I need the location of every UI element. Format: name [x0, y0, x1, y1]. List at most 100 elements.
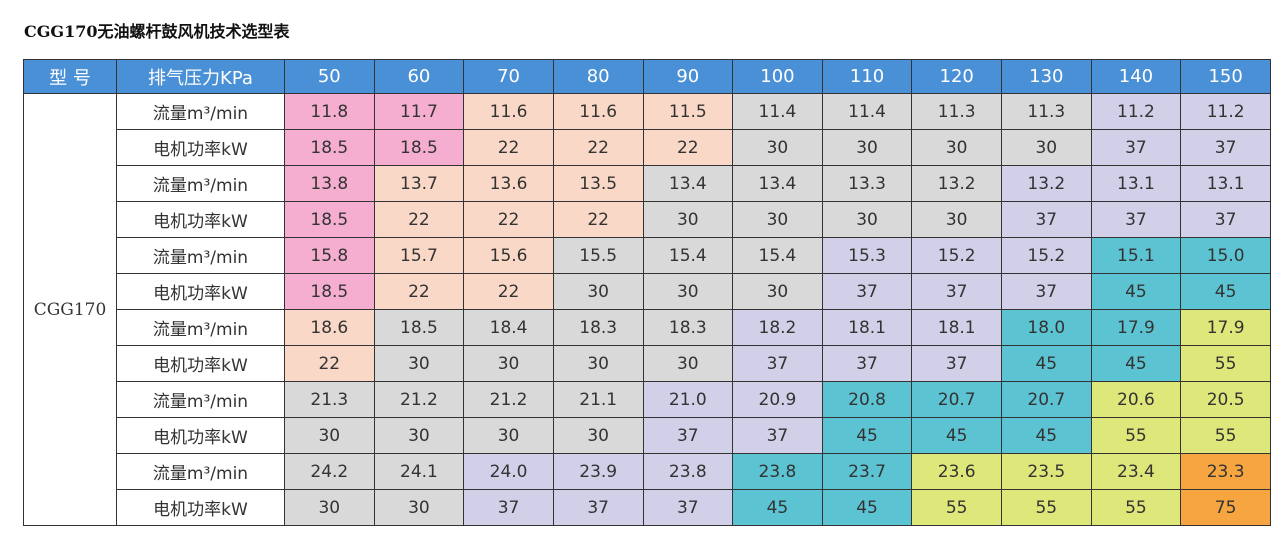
power-value-cell: 30: [552, 273, 644, 310]
power-value-cell: 18.5: [373, 129, 465, 166]
flow-value-cell: 15.3: [821, 237, 913, 274]
flow-value-cell: 11.4: [821, 93, 913, 130]
flow-value-cell: 11.3: [1001, 93, 1092, 130]
flow-value-cell: 15.2: [1001, 237, 1092, 274]
table-row: 流量m³/min 15.8 15.7 15.6 15.5 15.4 15.4 15.3 15.2…: [24, 237, 1271, 274]
flow-value-cell: 18.3: [552, 309, 644, 346]
power-value-cell: 30: [911, 129, 1002, 166]
flow-value-cell: 13.8: [284, 165, 375, 202]
power-value-cell: 30: [732, 129, 823, 166]
power-value-cell: 55: [911, 489, 1002, 526]
flow-value-cell: 20.8: [821, 381, 913, 418]
power-value-cell: 30: [463, 345, 554, 382]
power-value-cell: 18.5: [284, 273, 375, 310]
power-value-cell: 37: [1090, 129, 1182, 166]
power-value-cell: 55: [1090, 417, 1182, 454]
flow-value-cell: 21.1: [552, 381, 644, 418]
table-row: 电机功率kW 30 30 30 30 37 37 45 45 45 55 55: [24, 417, 1271, 454]
power-value-cell: 30: [552, 345, 644, 382]
power-value-cell: 37: [821, 273, 913, 310]
table-row: 流量m³/min 24.2 24.1 24.0 23.9 23.8 23.8 23.7 23.6…: [24, 453, 1271, 490]
model-cell: CGG170: [23, 93, 117, 526]
power-value-cell: 22: [463, 273, 554, 310]
power-value-cell: 18.5: [284, 129, 375, 166]
power-value-cell: 22: [284, 345, 375, 382]
table-row: 电机功率kW 18.5 18.5 22 22 22 30 30 30 30 37 37: [24, 129, 1271, 166]
flow-value-cell: 13.2: [1001, 165, 1092, 202]
table-row: 流量m³/min 21.3 21.2 21.2 21.1 21.0 20.9 20.8 20.7…: [24, 381, 1271, 418]
table-row: 电机功率kW 18.5 22 22 30 30 30 37 37 37 45 45: [24, 273, 1271, 310]
table-row: 电机功率kW 22 30 30 30 30 37 37 37 45 45 55: [24, 345, 1271, 382]
power-value-cell: 30: [284, 417, 375, 454]
power-value-cell: 55: [1001, 489, 1092, 526]
flow-value-cell: 13.3: [821, 165, 913, 202]
pressure-column-header: 120: [911, 59, 1002, 94]
pressure-column-header: 80: [552, 59, 644, 94]
power-value-cell: 37: [642, 489, 734, 526]
power-value-cell: 75: [1180, 489, 1271, 526]
power-value-cell: 37: [1090, 201, 1182, 238]
flow-value-cell: 15.2: [911, 237, 1002, 274]
flow-value-cell: 20.7: [911, 381, 1002, 418]
power-label: 电机功率kW: [116, 489, 285, 526]
power-value-cell: 45: [1001, 417, 1092, 454]
flow-value-cell: 23.7: [821, 453, 913, 490]
flow-value-cell: 18.1: [821, 309, 913, 346]
pressure-column-header: 70: [463, 59, 554, 94]
flow-value-cell: 20.6: [1090, 381, 1182, 418]
flow-value-cell: 13.4: [642, 165, 734, 202]
power-value-cell: 45: [1001, 345, 1092, 382]
power-value-cell: 22: [552, 129, 644, 166]
table-body: CGG170 流量m³/min 11.8 11.7 11.6 11.6 11.5 11.4 11…: [23, 93, 1271, 526]
flow-value-cell: 23.8: [732, 453, 823, 490]
flow-value-cell: 15.1: [1090, 237, 1182, 274]
flow-value-cell: 13.4: [732, 165, 823, 202]
flow-value-cell: 23.3: [1180, 453, 1271, 490]
power-value-cell: 22: [373, 201, 465, 238]
flow-value-cell: 11.5: [642, 93, 734, 130]
power-value-cell: 37: [552, 489, 644, 526]
power-value-cell: 45: [821, 489, 913, 526]
power-value-cell: 30: [373, 345, 465, 382]
flow-value-cell: 20.5: [1180, 381, 1271, 418]
flow-value-cell: 13.5: [552, 165, 644, 202]
flow-value-cell: 13.2: [911, 165, 1002, 202]
flow-label: 流量m³/min: [116, 93, 285, 130]
power-label: 电机功率kW: [116, 345, 285, 382]
power-value-cell: 45: [911, 417, 1002, 454]
flow-value-cell: 24.2: [284, 453, 375, 490]
flow-value-cell: 15.0: [1180, 237, 1271, 274]
pressure-column-header: 140: [1090, 59, 1182, 94]
power-value-cell: 30: [821, 201, 913, 238]
flow-label: 流量m³/min: [116, 381, 285, 418]
pressure-column-header: 110: [821, 59, 913, 94]
flow-value-cell: 18.1: [911, 309, 1002, 346]
power-value-cell: 55: [1090, 489, 1182, 526]
flow-value-cell: 11.7: [373, 93, 465, 130]
flow-value-cell: 23.4: [1090, 453, 1182, 490]
power-value-cell: 55: [1180, 345, 1271, 382]
power-value-cell: 30: [642, 273, 734, 310]
flow-value-cell: 23.8: [642, 453, 734, 490]
flow-value-cell: 15.8: [284, 237, 375, 274]
flow-value-cell: 18.6: [284, 309, 375, 346]
table-row: 电机功率kW 30 30 37 37 37 45 45 55 55 55 75: [24, 489, 1271, 526]
flow-value-cell: 11.6: [463, 93, 554, 130]
header-row: 型 号 排气压力KPa 50 60 70 80 90 100 110 120 130 140 150: [23, 59, 1271, 94]
power-value-cell: 37: [642, 417, 734, 454]
power-value-cell: 18.5: [284, 201, 375, 238]
flow-value-cell: 15.6: [463, 237, 554, 274]
power-value-cell: 37: [911, 273, 1002, 310]
flow-value-cell: 21.0: [642, 381, 734, 418]
flow-label: 流量m³/min: [116, 309, 285, 346]
pressure-header: 排气压力KPa: [116, 59, 285, 94]
power-label: 电机功率kW: [116, 201, 285, 238]
page-title: CGG170无油螺杆鼓风机技术选型表: [24, 22, 290, 41]
flow-value-cell: 18.5: [373, 309, 465, 346]
power-label: 电机功率kW: [116, 273, 285, 310]
power-value-cell: 22: [463, 129, 554, 166]
power-value-cell: 22: [642, 129, 734, 166]
flow-value-cell: 18.4: [463, 309, 554, 346]
flow-value-cell: 21.2: [373, 381, 465, 418]
flow-value-cell: 21.3: [284, 381, 375, 418]
